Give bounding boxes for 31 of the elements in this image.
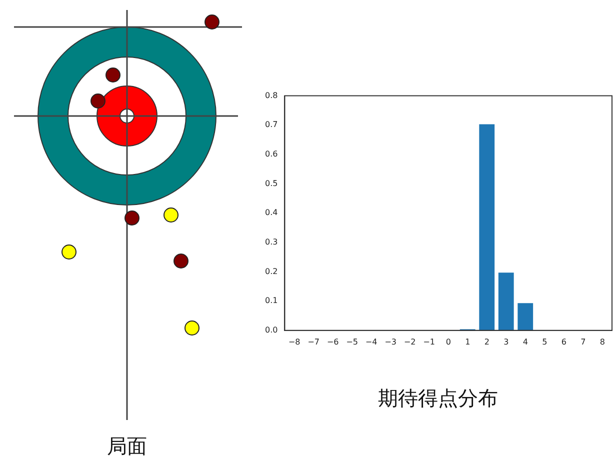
bar [498,272,514,330]
x-tick-label: −7 [308,337,320,346]
x-tick-label: −1 [423,337,436,346]
x-tick-label: 3 [504,337,509,346]
y-tick-label: 0.1 [264,296,278,306]
y-tick-label: 0.6 [264,150,278,159]
x-tick-label: 8 [600,337,605,346]
y-tick-label: 0.5 [264,178,278,188]
text: 期待得点分布 [377,385,499,412]
x-tick-label: −5 [346,337,358,346]
x-tick-label: −4 [365,337,378,346]
x-tick-label: −6 [326,337,339,346]
x-tick-label: 4 [522,337,528,346]
x-tick-label: 5 [542,337,548,346]
x-tick-label: 0 [446,337,451,346]
bar [479,124,495,330]
x-tick-label: 6 [561,337,566,346]
y-tick-label: 0.7 [264,120,278,130]
y-tick-label: 0.0 [264,325,278,334]
x-tick-label: 2 [484,337,490,346]
y-tick-label: 0.3 [264,238,278,247]
x-tick-label: −8 [288,337,300,346]
x-tick-label: −2 [404,337,416,346]
y-tick-label: 0.4 [264,208,278,218]
y-tick-label: 0.2 [264,266,278,276]
x-tick-label: 7 [580,337,586,346]
bar [518,303,534,330]
text: 局面 [106,433,148,459]
y-tick-label: 0.8 [264,90,278,100]
x-tick-label: −3 [384,337,397,346]
x-tick-label: 1 [465,337,470,346]
